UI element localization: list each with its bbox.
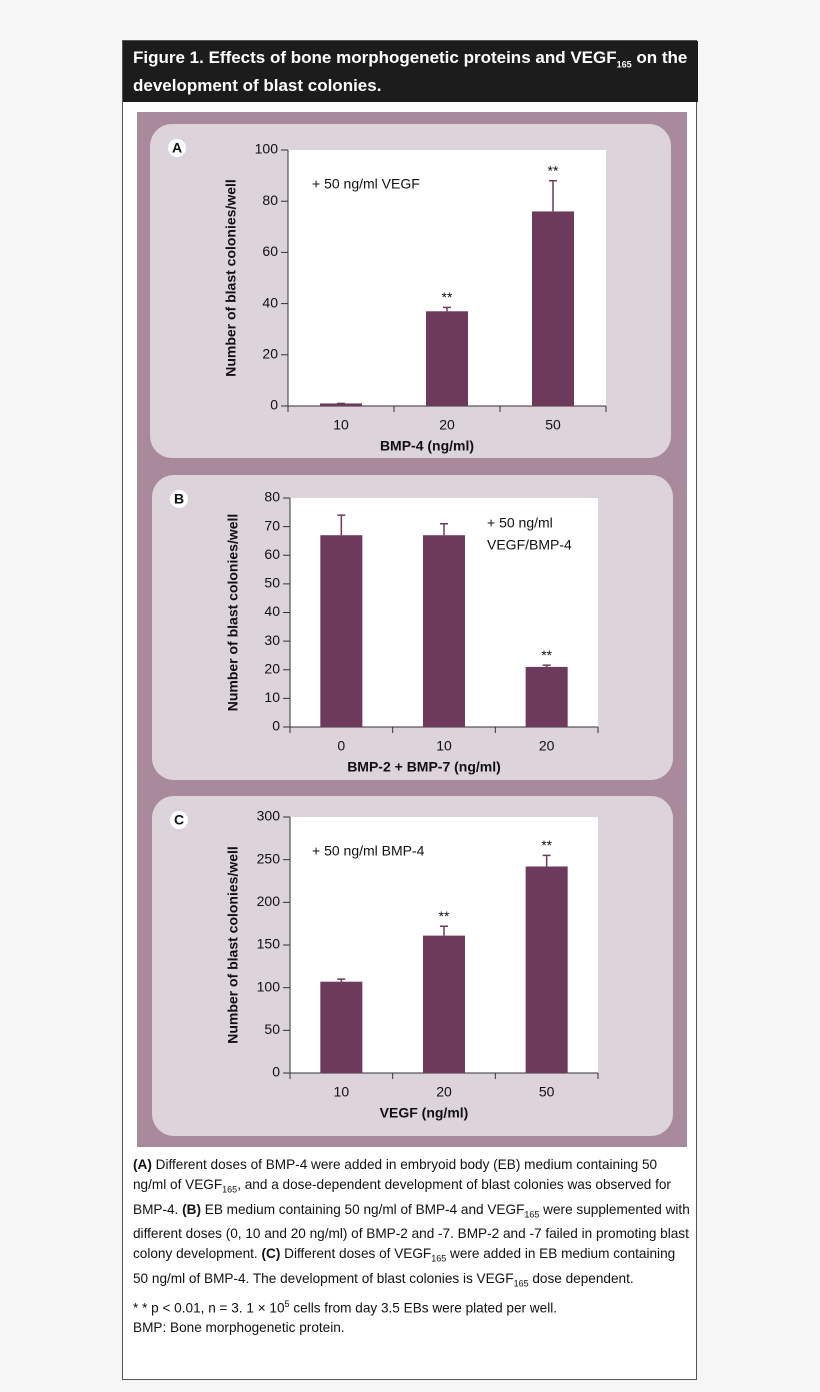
y-tick-label: 40 [262,294,278,310]
figure-title: Figure 1. Effects of bone morphogenetic … [123,41,698,102]
y-tick-label: 200 [257,893,281,909]
title-text: on the development of blast colonies. [133,48,688,96]
y-axis-label: Number of blast colonies/well [225,514,241,712]
bar [423,535,465,727]
annotation: + 50 ng/ml BMP-4 [312,843,425,859]
panel-letter: B [174,491,184,507]
significance-marker: ** [439,908,450,924]
y-tick-label: 0 [272,1064,280,1080]
x-tick-label: 10 [436,738,452,754]
caption-text: dose dependent. [528,1271,634,1287]
x-tick-label: 10 [333,417,349,433]
y-axis-label: Number of blast colonies/well [223,179,239,377]
panel-badge [168,139,186,157]
caption-text: * * p < 0.01, n = 3. 1 × 10 [133,1300,285,1316]
significance-marker: ** [541,837,552,853]
x-axis-label: VEGF (ng/ml) [380,1105,469,1121]
x-axis-label: BMP-2 + BMP-7 (ng/ml) [347,759,501,775]
y-tick-label: 100 [257,978,281,994]
bar [426,311,468,406]
caption-bold: (A) [133,1157,152,1172]
y-tick-label: 10 [264,689,280,705]
y-tick-label: 60 [264,546,280,562]
x-tick-label: 0 [337,738,345,754]
caption-text: , and a dose-dependent development of bl… [133,1177,671,1217]
subscript: 165 [616,59,632,70]
caption-text: were added in EB medium containing 50 ng… [133,1246,676,1287]
y-tick-label: 100 [255,141,279,157]
subscript: 165 [524,1209,540,1220]
caption-text: were supplemented with different doses (… [133,1201,690,1262]
y-tick-label: 250 [257,850,281,866]
annotation: + 50 ng/ml [487,515,553,531]
x-tick-label: 50 [545,417,561,433]
caption-paragraph: * * p < 0.01, n = 3. 1 × 105 cells from … [133,1294,693,1319]
x-tick-label: 50 [539,1084,555,1100]
panel-letter: A [172,140,182,156]
x-tick-label: 20 [439,417,455,433]
caption-text: cells from day 3.5 EBs were plated per w… [289,1300,558,1316]
annotation: + 50 ng/ml VEGF [312,176,420,192]
bar [423,935,465,1073]
superscript: 5 [284,1298,290,1309]
caption-text: BMP: Bone morphogenetic protein. [133,1320,345,1336]
y-tick-label: 40 [264,603,280,619]
title-text: Figure 1. Effects of bone morphogenetic … [133,48,617,67]
panel-badge [170,811,188,829]
caption-bold: (C) [261,1246,281,1262]
y-tick-label: 0 [270,397,278,413]
x-tick-label: 20 [436,1084,452,1100]
x-axis-label: BMP-4 (ng/ml) [380,438,474,454]
significance-marker: ** [442,289,453,305]
significance-marker: ** [548,162,559,178]
y-tick-label: 70 [264,517,280,533]
caption-text: Different doses of BMP-4 were added in e… [133,1157,658,1192]
y-tick-label: 60 [262,243,278,259]
caption-text: EB medium containing 50 ng/ml of BMP-4 a… [200,1201,525,1217]
y-tick-label: 150 [257,936,281,952]
panel-letter: C [174,812,184,828]
subscript: 165 [431,1254,447,1265]
y-tick-label: 50 [264,575,280,591]
caption-bold: (B) [182,1201,201,1217]
y-tick-label: 20 [264,660,280,676]
x-tick-label: 10 [334,1084,350,1100]
y-tick-label: 0 [272,718,280,734]
subscript: 165 [222,1184,238,1195]
bar [320,981,363,1073]
significance-marker: ** [541,647,552,663]
annotation: VEGF/BMP-4 [487,537,572,553]
subscript: 165 [513,1278,529,1289]
caption-paragraph: (A) Different doses of BMP-4 were added … [133,1155,693,1294]
bar [532,211,574,406]
bar [525,666,568,727]
y-tick-label: 50 [264,1021,280,1037]
caption-text: Different doses of VEGF [280,1246,432,1262]
y-tick-label: 80 [262,192,278,208]
bar [320,535,363,727]
bar [525,866,568,1073]
x-tick-label: 20 [539,738,555,754]
y-tick-label: 30 [264,632,280,648]
y-axis-label: Number of blast colonies/well [225,846,241,1044]
y-tick-label: 80 [264,489,280,505]
panel-badge [170,490,188,508]
caption: (A) Different doses of BMP-4 were added … [133,1155,693,1338]
bar [320,403,362,406]
y-tick-label: 20 [262,346,278,362]
caption-paragraph: BMP: Bone morphogenetic protein. [133,1318,693,1338]
y-tick-label: 300 [257,808,281,824]
